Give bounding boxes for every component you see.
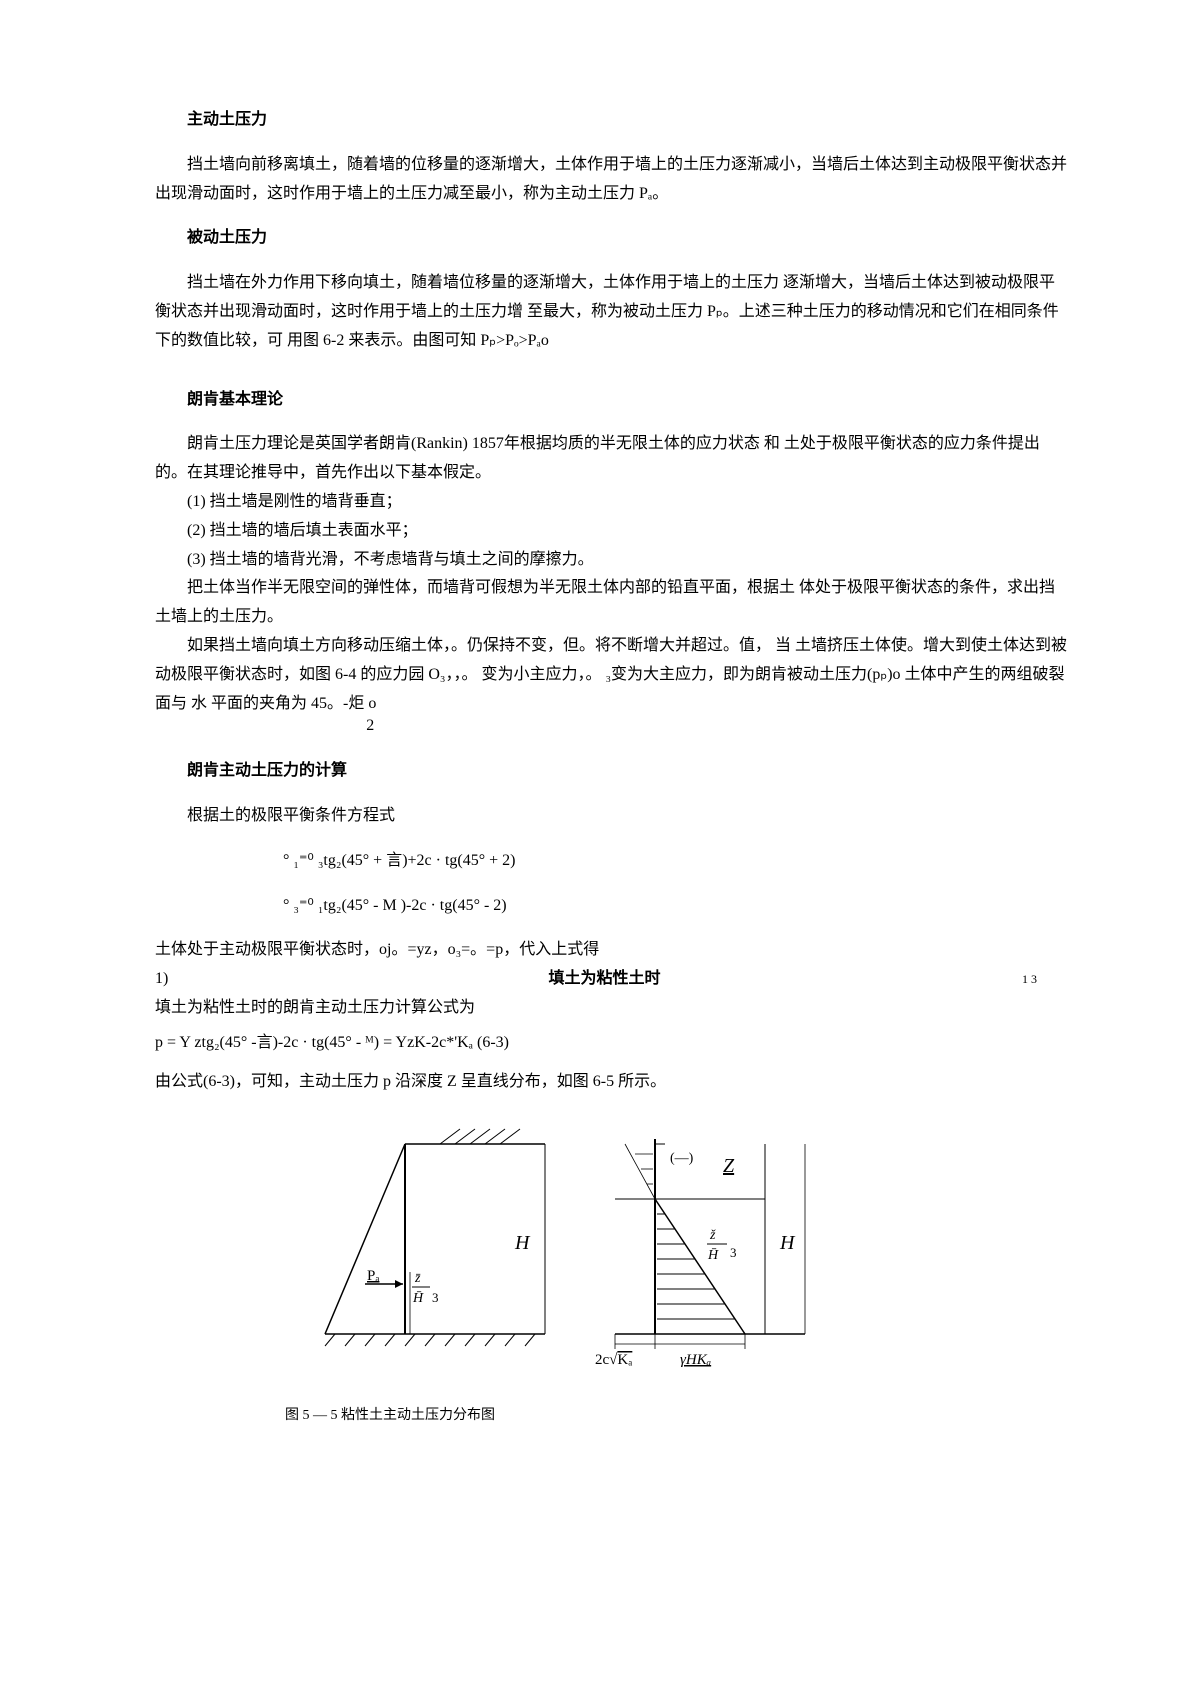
- label-3-right: 3: [730, 1245, 737, 1260]
- equation-3: p = Y ztg₂(45° -言)-2c · tg(45° - ᴹ) = Yz…: [155, 1029, 1070, 1058]
- heading-passive-pressure: 被动土压力: [155, 224, 1070, 253]
- label-Hbar-left: H̄: [412, 1291, 424, 1306]
- label-H-left: H: [514, 1232, 531, 1254]
- label-3-left: 3: [432, 1290, 439, 1305]
- equation-1: ° ₁⁼⁰ ₃tg₂(45° + 言)+2c · tg(45° + 2): [155, 847, 1070, 876]
- para-limit-eq: 根据土的极限平衡条件方程式: [155, 802, 1070, 831]
- label-Pa: Pₐ: [367, 1268, 379, 1284]
- assumption-1: (1) 挡土墙是刚性的墙背垂直；: [155, 488, 1070, 517]
- figure-svg: H Pₐ z̄ H̄ 3: [285, 1124, 965, 1384]
- para-rankine-intro: 朗肯土压力理论是英国学者朗肯(Rankin) 1857年根据均质的半无限土体的应…: [155, 430, 1070, 488]
- heading-rankine-theory: 朗肯基本理论: [155, 386, 1070, 415]
- label-gammaHKa: γHKₐ: [680, 1352, 711, 1368]
- heading-active-pressure: 主动土压力: [155, 106, 1070, 135]
- label-Z: Z: [723, 1155, 735, 1177]
- assumption-2: (2) 挡土墙的墙后填土表面水平；: [155, 517, 1070, 546]
- heading-cohesive-fill: 填土为粘性土时: [187, 965, 1022, 994]
- line-case-cohesive: 1) 填土为粘性土时 1 3: [155, 965, 1070, 994]
- heading-active-calc: 朗肯主动土压力的计算: [155, 757, 1070, 786]
- para-passive: 挡土墙在外力作用下移向填土，随着墙位移量的逐渐增大，土体作用于墙上的土压力 逐渐…: [155, 269, 1070, 355]
- figure-6-5: H Pₐ z̄ H̄ 3: [155, 1124, 1070, 1428]
- right-diagram: (—) Z H: [595, 1139, 805, 1368]
- label-minus: (—): [670, 1151, 694, 1166]
- figure-caption: 图 5 — 5 粘性土主动土压力分布图: [155, 1403, 1070, 1428]
- assumption-3: (3) 挡土墙的墙背光滑，不考虑墙背与填土之间的摩擦力。: [155, 546, 1070, 575]
- label-H-right: H: [779, 1232, 796, 1254]
- left-diagram: H Pₐ z̄ H̄ 3: [325, 1129, 545, 1346]
- label-2c-sqrtKa: 2c√Kₐ: [595, 1352, 632, 1368]
- label-Hbar-right: H̄: [707, 1248, 719, 1263]
- para-active: 挡土墙向前移离填土，随着墙的位移量的逐渐增大，土体作用于墙上的土压力逐渐减小，当…: [155, 151, 1070, 209]
- equation-2: ° ₃⁼⁰ ₁tg₂(45° - M )-2c · tg(45° - 2): [155, 892, 1070, 921]
- case-number: 1): [155, 965, 187, 994]
- label-zbar-left: z̄: [414, 1271, 421, 1286]
- para-distribution: 由公式(6-3)，可知，主动土压力 p 沿深度 Z 呈直线分布，如图 6-5 所…: [155, 1068, 1070, 1097]
- label-zbar-right: ž: [709, 1228, 716, 1243]
- spacer: [155, 356, 1070, 370]
- para-cohesive-formula: 填土为粘性土时的朗肯主动土压力计算公式为: [155, 994, 1070, 1023]
- superscript-13: 1 3: [1022, 969, 1070, 991]
- page: 主动土压力 挡土墙向前移离填土，随着墙的位移量的逐渐增大，土体作用于墙上的土压力…: [0, 0, 1190, 1683]
- para-elastic-body: 把土体当作半无限空间的弹性体，而墙背可假想为半无限土体内部的铅直平面，根据土 体…: [155, 574, 1070, 632]
- para-passive-state: 如果挡土墙向填土方向移动压缩土体，。仍保持不变，但。将不断增大并超过。值， 当 …: [155, 632, 1070, 718]
- para-substitute: 土体处于主动极限平衡状态时，oj。=yz，o₃=。=p，代入上式得: [155, 936, 1070, 965]
